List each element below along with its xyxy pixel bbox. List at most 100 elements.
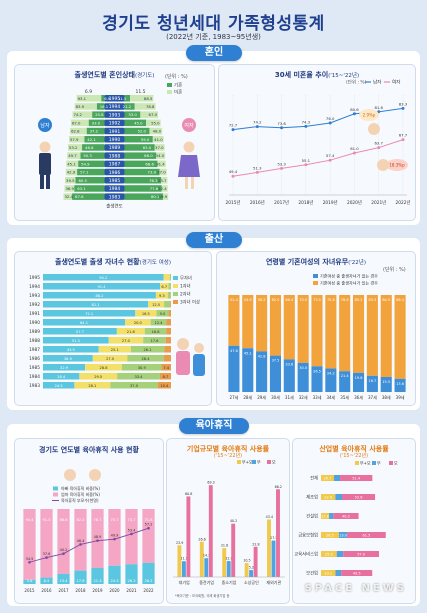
bar-value: 60.8 [185, 492, 192, 496]
segment-value: 17.6 [150, 339, 159, 343]
age-label: 28세 [243, 394, 252, 400]
segment-value: 8.7 [163, 375, 169, 379]
bar-female-married [124, 168, 160, 176]
bar-segment-2 [167, 292, 171, 299]
bar-female-single [134, 103, 156, 110]
legend-swatch [173, 276, 178, 280]
female-married-value: 59.0 [141, 137, 150, 142]
section-label-leave: 육아휴직 [179, 418, 249, 434]
bar-male-single [66, 160, 79, 168]
female-married-value: 52.0 [137, 129, 146, 134]
bar-mom-share [74, 509, 87, 571]
male-value-label: 73.6 [277, 121, 286, 126]
bar-female-single [130, 95, 154, 102]
year-label: 2020 [109, 588, 120, 593]
bar-male-married [75, 177, 105, 184]
female-value-label: 63.7 [374, 141, 383, 146]
female-point [377, 146, 381, 150]
year-chip [104, 152, 125, 159]
female-married-value: 80.1 [151, 194, 160, 199]
bar-segment-2 [150, 319, 167, 326]
year-label: 1986 [29, 356, 40, 362]
female-value-label: 49.4 [229, 169, 238, 174]
industry-label: 건설업 [306, 513, 318, 520]
bar-both [267, 519, 271, 577]
bar-segment-1 [74, 382, 111, 389]
footnote: *육아기준 : 모국회원, 국제 회생기업 등 [175, 593, 230, 598]
mom-share-value: 71.8 [144, 518, 153, 522]
bar-male-single [70, 127, 87, 135]
year-label: 1983 [29, 383, 40, 389]
female-increase-label: 18.3%p [389, 163, 405, 168]
bar-dad-share [125, 564, 138, 584]
bar-male-single [64, 185, 75, 192]
bar-segment-0 [43, 274, 164, 281]
father-head-icon [194, 343, 204, 353]
bar-value: 66.2 [275, 485, 282, 489]
bar-segment-1 [92, 355, 128, 362]
bar-segment-0 [43, 301, 149, 308]
bar-segment-3 [165, 337, 171, 344]
segment-value: 6.7 [161, 285, 167, 289]
mother-head-icon [89, 469, 101, 481]
male-single-value: 53.2 [69, 145, 78, 150]
female-point [352, 151, 356, 155]
year-chip [104, 160, 125, 168]
year-chip [104, 136, 125, 143]
male-married-value: 46.8 [85, 145, 94, 150]
bar-mom-share [125, 509, 138, 565]
mom-share-value: 75.7 [110, 518, 118, 522]
bar-female-single [154, 144, 165, 151]
bar-value: 51.4 [352, 476, 361, 480]
bar-no-children [256, 351, 268, 392]
legend-swatch [237, 460, 241, 464]
unmarried-rate-card: 30세 미혼율 추이('15~'22년) 남자 여자 (단위 : %) 2015년 20… [218, 64, 416, 221]
bar-female-single [146, 119, 161, 127]
industry-label: 교육서비스업 [294, 551, 318, 558]
bar-segment-1 [85, 364, 122, 371]
parents-count-point [130, 532, 133, 536]
bar-female-single [149, 127, 163, 135]
child-presence-card: 연령별 기혼여성의 자녀유무('22년) (단위 : %) 기혼여성 중 출생자… [216, 251, 416, 406]
bar-value: 40.2 [230, 519, 237, 523]
bar-value: 21.8 [221, 544, 228, 548]
male-married-value: 60.5 [78, 178, 87, 183]
legend-swatch [53, 492, 58, 497]
segment-value: 16.5 [142, 312, 150, 316]
bar-segment-1 [125, 319, 151, 326]
bar-segment-1 [135, 310, 157, 317]
legend-label: 부+모 [360, 461, 371, 466]
has-children-value: 58.2 [258, 298, 266, 302]
parents-count-point [113, 537, 116, 541]
male-face-icon [368, 123, 380, 135]
category-label: 소상공인 [244, 579, 259, 585]
bar-male-single [76, 95, 102, 102]
legend-label: 부 [377, 461, 381, 466]
female-married-value: 63.0 [143, 145, 152, 150]
female-value-label: 61.0 [350, 146, 359, 151]
x-tick-label: 2020년 [347, 199, 362, 206]
female-single-value: 27.0 [157, 170, 166, 175]
female-single-value: 23.7 [158, 178, 167, 183]
male-single-value: 74.2 [74, 112, 83, 117]
male-person-leg-icon [46, 175, 50, 189]
x-tick-label: 2015년 [226, 199, 241, 206]
bar-segment-2 [110, 382, 158, 389]
year-chip [104, 119, 125, 127]
year-chip [104, 95, 125, 102]
segment-value: 9.5 [160, 312, 166, 316]
leave-yearly-card: 경기도 연도별 육아휴직 사용 현황 아빠 육아휴직 비중(%) 엄마 육아휴직 … [14, 438, 164, 604]
bar-value: 23.1 [324, 571, 332, 575]
bar-segment-3 [166, 328, 171, 335]
bar-male-married [74, 185, 105, 192]
parents-count-point [79, 543, 82, 546]
segment-value: 37.0 [130, 384, 139, 388]
year-label: 1984 [29, 374, 40, 380]
segment-value: 57.7 [76, 330, 84, 334]
bar-both [321, 551, 337, 557]
bar-dad-share [142, 562, 155, 584]
female-point [231, 174, 235, 178]
female-single-value: 55.0 [151, 120, 160, 125]
year-label: 2016 [41, 588, 52, 593]
